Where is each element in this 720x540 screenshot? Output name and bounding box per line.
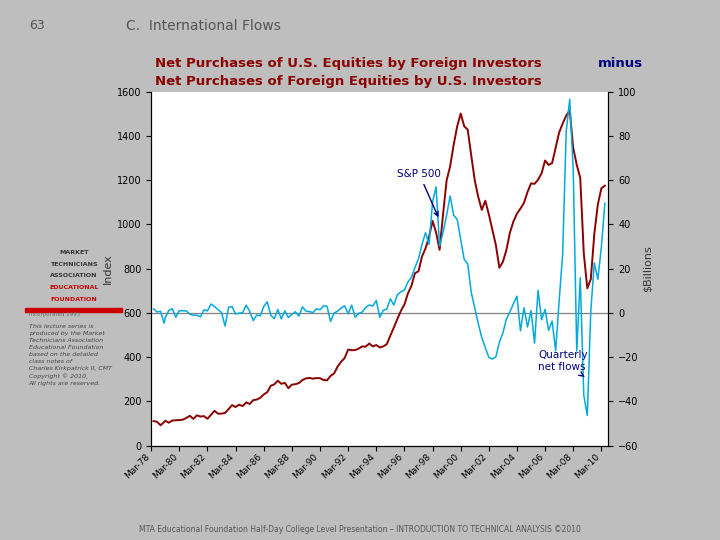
- Text: Incorporated 1993: Incorporated 1993: [29, 312, 80, 317]
- Text: Net Purchases of U.S. Equities by Foreign Investors: Net Purchases of U.S. Equities by Foreig…: [155, 57, 546, 70]
- Text: ASSOCIATION: ASSOCIATION: [50, 273, 97, 279]
- Y-axis label: $Billions: $Billions: [643, 245, 653, 292]
- Text: FOUNDATION: FOUNDATION: [50, 298, 97, 302]
- Text: TECHNICIANS: TECHNICIANS: [50, 261, 98, 267]
- Y-axis label: Index: Index: [103, 253, 113, 284]
- Text: MARKET: MARKET: [59, 249, 89, 255]
- Text: MTA Educational Foundation Half-Day College Level Presentation – INTRODUCTION TO: MTA Educational Foundation Half-Day Coll…: [139, 524, 581, 534]
- Text: This lecture series is
produced by the Market
Technicians Association
Educationa: This lecture series is produced by the M…: [29, 324, 112, 386]
- Text: Net Purchases of Foreign Equities by U.S. Investors: Net Purchases of Foreign Equities by U.S…: [155, 75, 541, 87]
- Text: C.  International Flows: C. International Flows: [126, 19, 281, 33]
- Bar: [25, 308, 122, 312]
- Text: EDUCATIONAL: EDUCATIONAL: [49, 286, 99, 291]
- Text: Quarterly
net flows: Quarterly net flows: [538, 350, 588, 376]
- Text: minus: minus: [598, 57, 643, 70]
- Text: S&P 500: S&P 500: [397, 169, 441, 216]
- Text: 63: 63: [29, 19, 45, 32]
